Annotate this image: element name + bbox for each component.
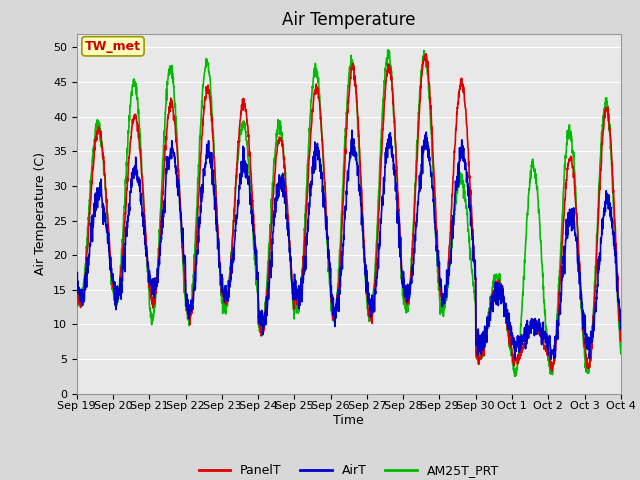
- Y-axis label: Air Temperature (C): Air Temperature (C): [35, 152, 47, 275]
- AM25T_PRT: [617, 351, 625, 357]
- PanelT: [422, 51, 430, 57]
- AM25T_PRT: [507, 352, 515, 358]
- PanelT: [73, 279, 81, 285]
- Line: AM25T_PRT: AM25T_PRT: [77, 50, 621, 376]
- AM25T_PRT: [570, 151, 577, 157]
- AirT: [547, 356, 555, 362]
- PanelT: [584, 362, 592, 368]
- AM25T_PRT: [511, 373, 518, 379]
- AM25T_PRT: [73, 291, 81, 297]
- PanelT: [507, 345, 515, 350]
- Line: PanelT: PanelT: [77, 54, 621, 372]
- AM25T_PRT: [225, 288, 232, 293]
- AirT: [348, 127, 356, 133]
- AM25T_PRT: [384, 47, 392, 53]
- Line: AirT: AirT: [77, 130, 621, 359]
- AirT: [365, 292, 372, 298]
- AirT: [584, 347, 592, 352]
- AirT: [570, 220, 577, 226]
- AirT: [507, 323, 515, 329]
- AirT: [376, 216, 384, 222]
- AM25T_PRT: [584, 369, 592, 374]
- AirT: [617, 323, 625, 328]
- PanelT: [376, 181, 384, 187]
- AirT: [225, 278, 232, 284]
- PanelT: [225, 293, 232, 299]
- PanelT: [548, 369, 556, 374]
- PanelT: [365, 309, 372, 314]
- AirT: [73, 273, 81, 279]
- Legend: PanelT, AirT, AM25T_PRT: PanelT, AirT, AM25T_PRT: [194, 459, 504, 480]
- PanelT: [617, 338, 625, 344]
- Text: TW_met: TW_met: [85, 40, 141, 53]
- Title: Air Temperature: Air Temperature: [282, 11, 415, 29]
- AM25T_PRT: [376, 155, 384, 161]
- X-axis label: Time: Time: [333, 414, 364, 427]
- PanelT: [570, 164, 577, 170]
- AM25T_PRT: [365, 313, 372, 319]
